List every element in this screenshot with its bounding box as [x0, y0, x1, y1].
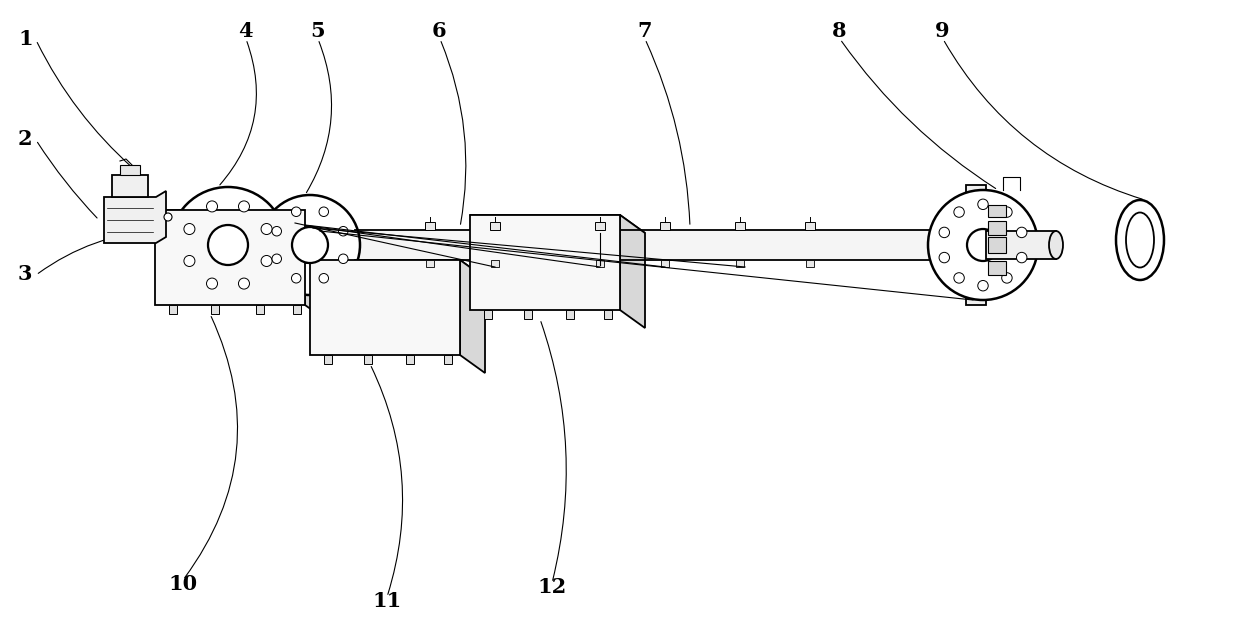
Text: 7: 7 [637, 21, 651, 41]
Text: 1: 1 [19, 29, 32, 49]
Bar [660, 222, 670, 230]
Circle shape [939, 252, 950, 263]
Bar [966, 185, 986, 305]
Circle shape [262, 224, 272, 234]
Bar [355, 230, 970, 260]
Ellipse shape [1126, 213, 1154, 267]
Bar [988, 261, 1006, 275]
Bar [425, 222, 435, 230]
Polygon shape [305, 210, 330, 323]
Bar [490, 222, 500, 230]
Polygon shape [986, 231, 1056, 259]
Ellipse shape [1049, 231, 1063, 259]
Bar [405, 355, 414, 364]
Text: 2: 2 [19, 129, 32, 149]
Circle shape [939, 227, 950, 237]
Bar [293, 305, 301, 314]
Text: 12: 12 [537, 577, 567, 597]
Circle shape [1017, 252, 1027, 263]
Circle shape [164, 213, 172, 221]
Bar [484, 310, 492, 319]
Circle shape [291, 207, 301, 217]
Bar [228, 227, 310, 263]
Bar [737, 260, 744, 267]
Ellipse shape [1116, 200, 1164, 280]
Text: 4: 4 [238, 21, 253, 41]
Text: 8: 8 [832, 21, 847, 41]
Circle shape [184, 255, 195, 267]
Bar [324, 355, 332, 364]
Bar [120, 165, 140, 175]
Circle shape [928, 190, 1038, 300]
Circle shape [260, 195, 360, 295]
Circle shape [978, 281, 988, 291]
Polygon shape [470, 215, 645, 233]
Text: 3: 3 [19, 264, 32, 284]
Polygon shape [310, 260, 485, 278]
Circle shape [339, 254, 348, 264]
Bar [595, 222, 605, 230]
Circle shape [208, 225, 248, 265]
Circle shape [291, 274, 301, 283]
Polygon shape [104, 191, 166, 243]
Circle shape [170, 187, 286, 303]
Bar [806, 260, 813, 267]
Bar [596, 260, 604, 267]
Circle shape [339, 227, 348, 236]
Bar [491, 260, 498, 267]
Circle shape [319, 274, 329, 283]
Circle shape [1002, 207, 1012, 217]
Bar [444, 355, 453, 364]
Bar [427, 260, 434, 267]
Bar [661, 260, 670, 267]
Circle shape [272, 227, 281, 236]
Bar [988, 221, 1006, 235]
Polygon shape [310, 260, 460, 355]
Circle shape [207, 278, 217, 289]
Bar [161, 210, 174, 224]
Bar [604, 310, 613, 319]
Bar [805, 222, 815, 230]
Circle shape [207, 201, 217, 212]
Circle shape [272, 254, 281, 264]
Text: 5: 5 [310, 21, 325, 41]
Circle shape [967, 229, 999, 261]
Circle shape [238, 278, 249, 289]
Bar [211, 305, 219, 314]
Polygon shape [155, 210, 305, 305]
Circle shape [238, 201, 249, 212]
Circle shape [978, 199, 988, 210]
Bar [365, 355, 372, 364]
Circle shape [262, 255, 272, 267]
Bar [988, 237, 1006, 253]
Circle shape [1002, 272, 1012, 283]
Circle shape [184, 224, 195, 234]
Circle shape [954, 272, 965, 283]
Bar [303, 200, 316, 290]
Bar [565, 310, 574, 319]
Text: 6: 6 [432, 21, 446, 41]
Text: 10: 10 [167, 574, 197, 594]
Polygon shape [620, 215, 645, 328]
Bar [525, 310, 532, 319]
Circle shape [954, 207, 965, 217]
Bar [988, 205, 1006, 217]
Text: 11: 11 [372, 591, 402, 611]
Circle shape [291, 227, 329, 263]
Bar [218, 192, 236, 298]
Bar [735, 222, 745, 230]
Polygon shape [460, 260, 485, 373]
Polygon shape [155, 210, 330, 228]
Bar [255, 305, 264, 314]
Circle shape [1017, 227, 1027, 237]
Bar [169, 305, 177, 314]
Polygon shape [470, 215, 620, 310]
Text: 9: 9 [935, 21, 950, 41]
Bar [112, 175, 148, 197]
Circle shape [319, 207, 329, 217]
